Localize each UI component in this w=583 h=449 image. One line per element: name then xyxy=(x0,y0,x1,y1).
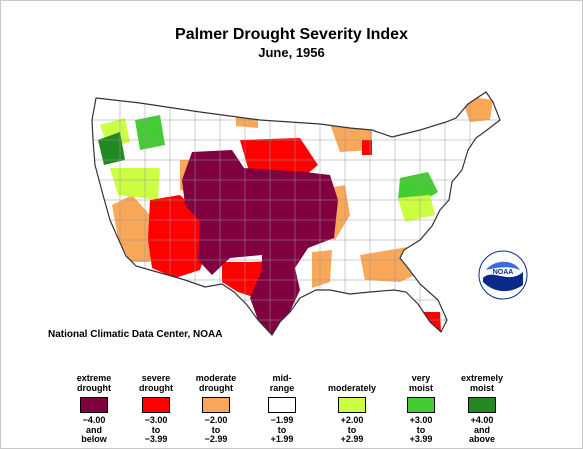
nevada-moist xyxy=(110,168,160,200)
legend-swatch xyxy=(268,397,296,413)
legend-label: very moist xyxy=(385,363,457,393)
legend-label-line: extreme xyxy=(76,373,112,383)
legend-item: severe drought −3.00 to −3.99 xyxy=(120,363,192,445)
legend-item: very moist +3.00 to +3.99 xyxy=(385,363,457,445)
legend-range-text: to xyxy=(151,424,161,435)
legend-range-text: −2.99 xyxy=(204,434,228,444)
legend-swatch xyxy=(80,397,108,413)
legend-label: moderate drought xyxy=(180,363,252,393)
map-subtitle: June, 1956 xyxy=(258,45,325,60)
california-moderate-drought xyxy=(112,195,160,262)
west-virginia-moist xyxy=(398,195,435,222)
legend-range-text: +2.00 xyxy=(340,415,364,425)
legend-range-text: −1.99 xyxy=(270,415,294,425)
legend-label-line: moist xyxy=(469,383,494,393)
legend-range-text: to xyxy=(416,424,426,435)
louisiana-moderate-drought xyxy=(312,250,332,288)
legend-label-line: drought xyxy=(199,383,233,393)
legend-label-line: severe xyxy=(141,373,171,383)
us-outline xyxy=(91,91,501,336)
legend-item: mid-range −1.99 to +1.99 xyxy=(246,363,318,445)
legend-range-text: +3.99 xyxy=(409,434,433,444)
legend-range-text: above xyxy=(468,434,495,444)
legend-item: extremely moist +4.00 and above xyxy=(446,363,518,445)
legend-swatch xyxy=(407,397,435,413)
legend-range-text: and xyxy=(85,424,102,435)
legend-swatch xyxy=(202,397,230,413)
legend-label-line: range xyxy=(269,383,295,393)
new-mexico-severe-drought xyxy=(222,262,262,300)
michigan-severe-drought xyxy=(362,140,372,155)
legend-label-line: extremely xyxy=(460,373,504,383)
legend-label-line: moderately xyxy=(327,383,377,393)
legend-label: extremely moist xyxy=(446,363,518,393)
legend-label-line: drought xyxy=(77,383,111,393)
legend-label-line: moist xyxy=(408,383,433,393)
legend-range-text: to xyxy=(347,424,357,435)
legend-range-text: +4.00 xyxy=(470,415,494,425)
legend-range-text: +1.99 xyxy=(270,434,294,444)
legend-range-text: −3.00 xyxy=(144,415,168,425)
legend-range-text: +2.99 xyxy=(340,434,364,444)
credit-text: National Climatic Data Center, NOAA xyxy=(48,329,223,340)
legend-range-text: −4.00 xyxy=(82,415,106,425)
legend-label-line: mid- xyxy=(272,373,292,383)
legend-swatch xyxy=(468,397,496,413)
legend-label: mid-range xyxy=(246,363,318,393)
legend-label: extreme drought xyxy=(58,363,130,393)
map-title: Palmer Drought Severity Index xyxy=(175,26,408,43)
legend-label-line: moderate xyxy=(195,373,237,383)
legend-range-text: to xyxy=(277,424,287,435)
legend-range-text: below xyxy=(81,434,107,444)
legend-item: moderately +2.00 to +2.99 xyxy=(316,363,388,445)
legend-range-text: −2.00 xyxy=(204,415,228,425)
noaa-logo: NOAA xyxy=(478,250,528,300)
legend-label-line: very xyxy=(411,373,431,383)
legend-swatch xyxy=(142,397,170,413)
legend-range-text: +3.00 xyxy=(409,415,433,425)
legend-range-text: to xyxy=(211,424,221,435)
legend-label: severe drought xyxy=(120,363,192,393)
minnesota-moderate-drought xyxy=(330,124,372,152)
legend-item: extreme drought −4.00 and below xyxy=(58,363,130,445)
noaa-logo-text: NOAA xyxy=(493,269,514,276)
idaho-very-moist xyxy=(135,115,165,150)
legend-swatch xyxy=(338,397,366,413)
legend-label: moderately xyxy=(316,363,388,393)
great-plains-extreme-drought xyxy=(182,150,338,335)
legend-label-line: drought xyxy=(139,383,173,393)
legend-range-text: and xyxy=(473,424,490,435)
legend-range-text: −3.99 xyxy=(144,434,168,444)
legend-item: moderate drought −2.00 to −2.99 xyxy=(180,363,252,445)
